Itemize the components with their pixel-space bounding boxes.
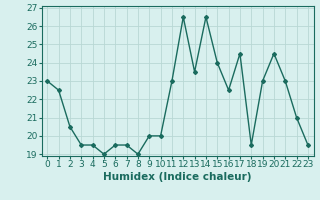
X-axis label: Humidex (Indice chaleur): Humidex (Indice chaleur) [103,172,252,182]
